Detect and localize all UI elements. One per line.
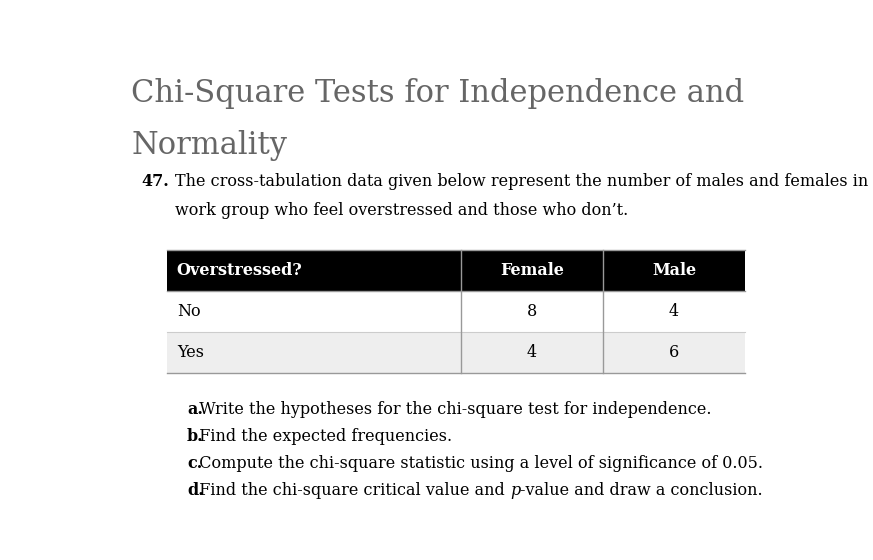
Text: Find the expected frequencies.: Find the expected frequencies. [189,428,452,445]
Text: 8: 8 [527,304,537,320]
Text: p: p [510,482,520,498]
Text: No: No [177,304,201,320]
Text: -value and draw a conclusion.: -value and draw a conclusion. [520,482,763,498]
Text: Male: Male [652,263,696,279]
Text: c.: c. [187,455,203,472]
Text: a.: a. [187,402,203,418]
Text: Normality: Normality [132,130,287,161]
Text: Compute the chi-square statistic using a level of significance of 0.05.: Compute the chi-square statistic using a… [189,455,763,472]
Text: p: p [510,482,520,498]
Text: work group who feel overstressed and those who don’t.: work group who feel overstressed and tho… [175,202,629,219]
FancyBboxPatch shape [167,250,746,291]
Text: b.: b. [187,428,203,445]
Text: Write the hypotheses for the chi-square test for independence.: Write the hypotheses for the chi-square … [189,402,711,418]
Text: 4: 4 [527,344,537,361]
Text: 4: 4 [669,304,679,320]
Text: 47.: 47. [141,173,169,190]
Text: The cross-tabulation data given below represent the number of males and females : The cross-tabulation data given below re… [175,173,873,190]
Text: Yes: Yes [177,344,203,361]
Text: Find the chi-square critical value and: Find the chi-square critical value and [189,482,510,498]
Text: Female: Female [500,263,564,279]
Text: Chi-Square Tests for Independence and: Chi-Square Tests for Independence and [132,78,745,109]
FancyBboxPatch shape [167,333,746,374]
Text: d.: d. [187,482,203,498]
FancyBboxPatch shape [167,291,746,333]
Text: Overstressed?: Overstressed? [177,263,303,279]
Text: 6: 6 [669,344,679,361]
